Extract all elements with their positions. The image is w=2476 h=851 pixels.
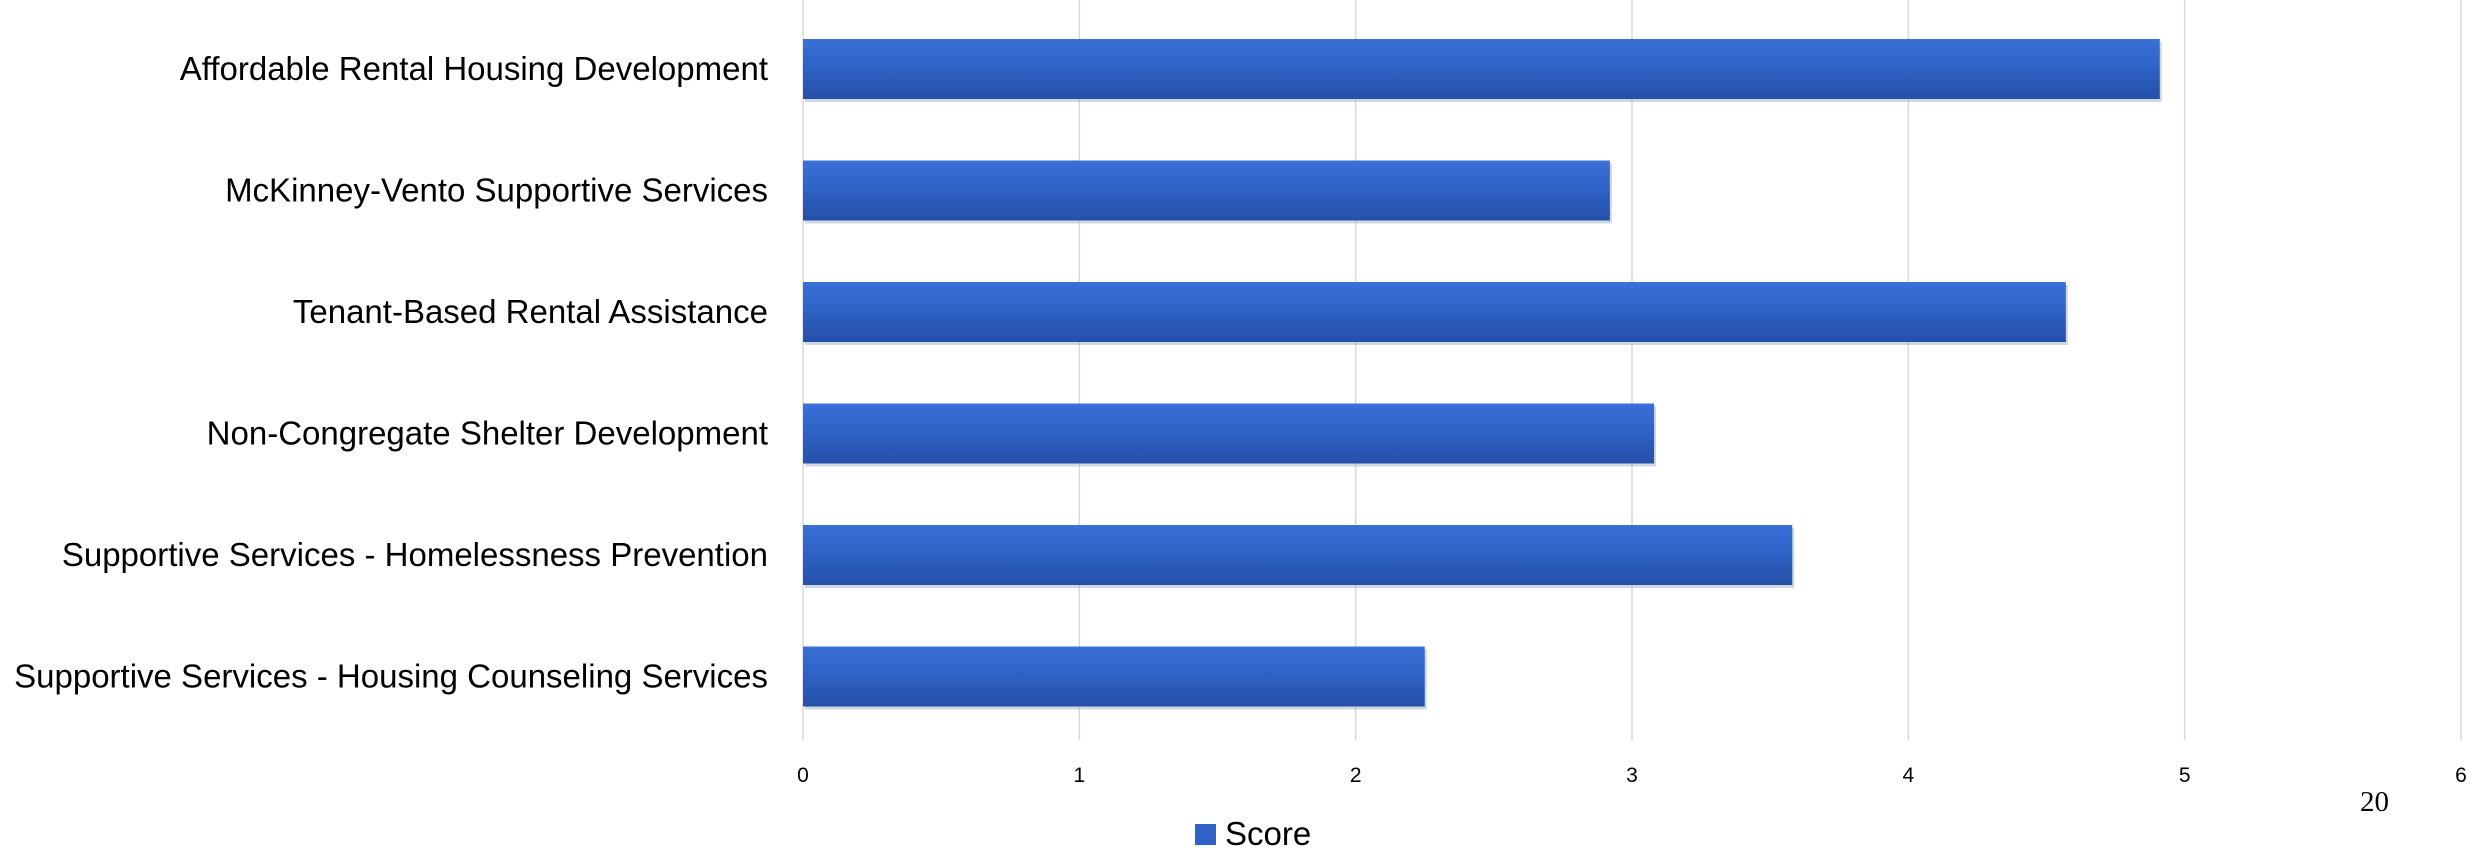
bar-3 <box>803 282 2066 342</box>
gridlines <box>802 0 2462 740</box>
bar-6 <box>803 646 1425 707</box>
category-label-4: Non-Congregate Shelter Development <box>207 415 768 452</box>
bar-1 <box>803 39 2160 99</box>
bar-5 <box>803 525 1793 585</box>
x-tick-label-1: 1 <box>1073 764 1085 787</box>
bar-2 <box>803 160 1610 221</box>
bar-4 <box>803 403 1655 464</box>
category-label-3: Tenant-Based Rental Assistance <box>293 293 768 330</box>
category-label-6: Supportive Services - Housing Counseling… <box>14 658 768 695</box>
x-axis-tick-labels: 0 1 2 3 4 5 6 <box>797 764 2467 787</box>
category-label-5: Supportive Services - Homelessness Preve… <box>62 536 768 573</box>
x-tick-label-6: 6 <box>2455 764 2467 787</box>
x-tick-label-5: 5 <box>2179 764 2191 787</box>
bars <box>803 39 2162 710</box>
x-tick-label-4: 4 <box>1902 764 1914 787</box>
x-tick-label-3: 3 <box>1626 764 1638 787</box>
category-label-2: McKinney-Vento Supportive Services <box>225 172 768 209</box>
category-labels: Affordable Rental Housing Development McK… <box>14 50 768 695</box>
x-tick-label-0: 0 <box>797 764 809 787</box>
legend-swatch <box>1195 824 1216 845</box>
legend: Score <box>1195 815 1311 851</box>
page-number: 20 <box>2360 786 2389 818</box>
category-label-1: Affordable Rental Housing Development <box>180 50 768 87</box>
x-tick-label-2: 2 <box>1350 764 1362 787</box>
legend-label: Score <box>1225 815 1311 851</box>
